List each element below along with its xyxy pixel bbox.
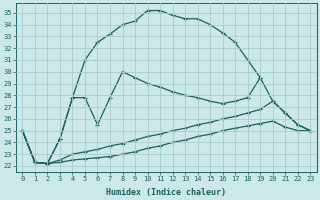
X-axis label: Humidex (Indice chaleur): Humidex (Indice chaleur) (106, 188, 226, 197)
